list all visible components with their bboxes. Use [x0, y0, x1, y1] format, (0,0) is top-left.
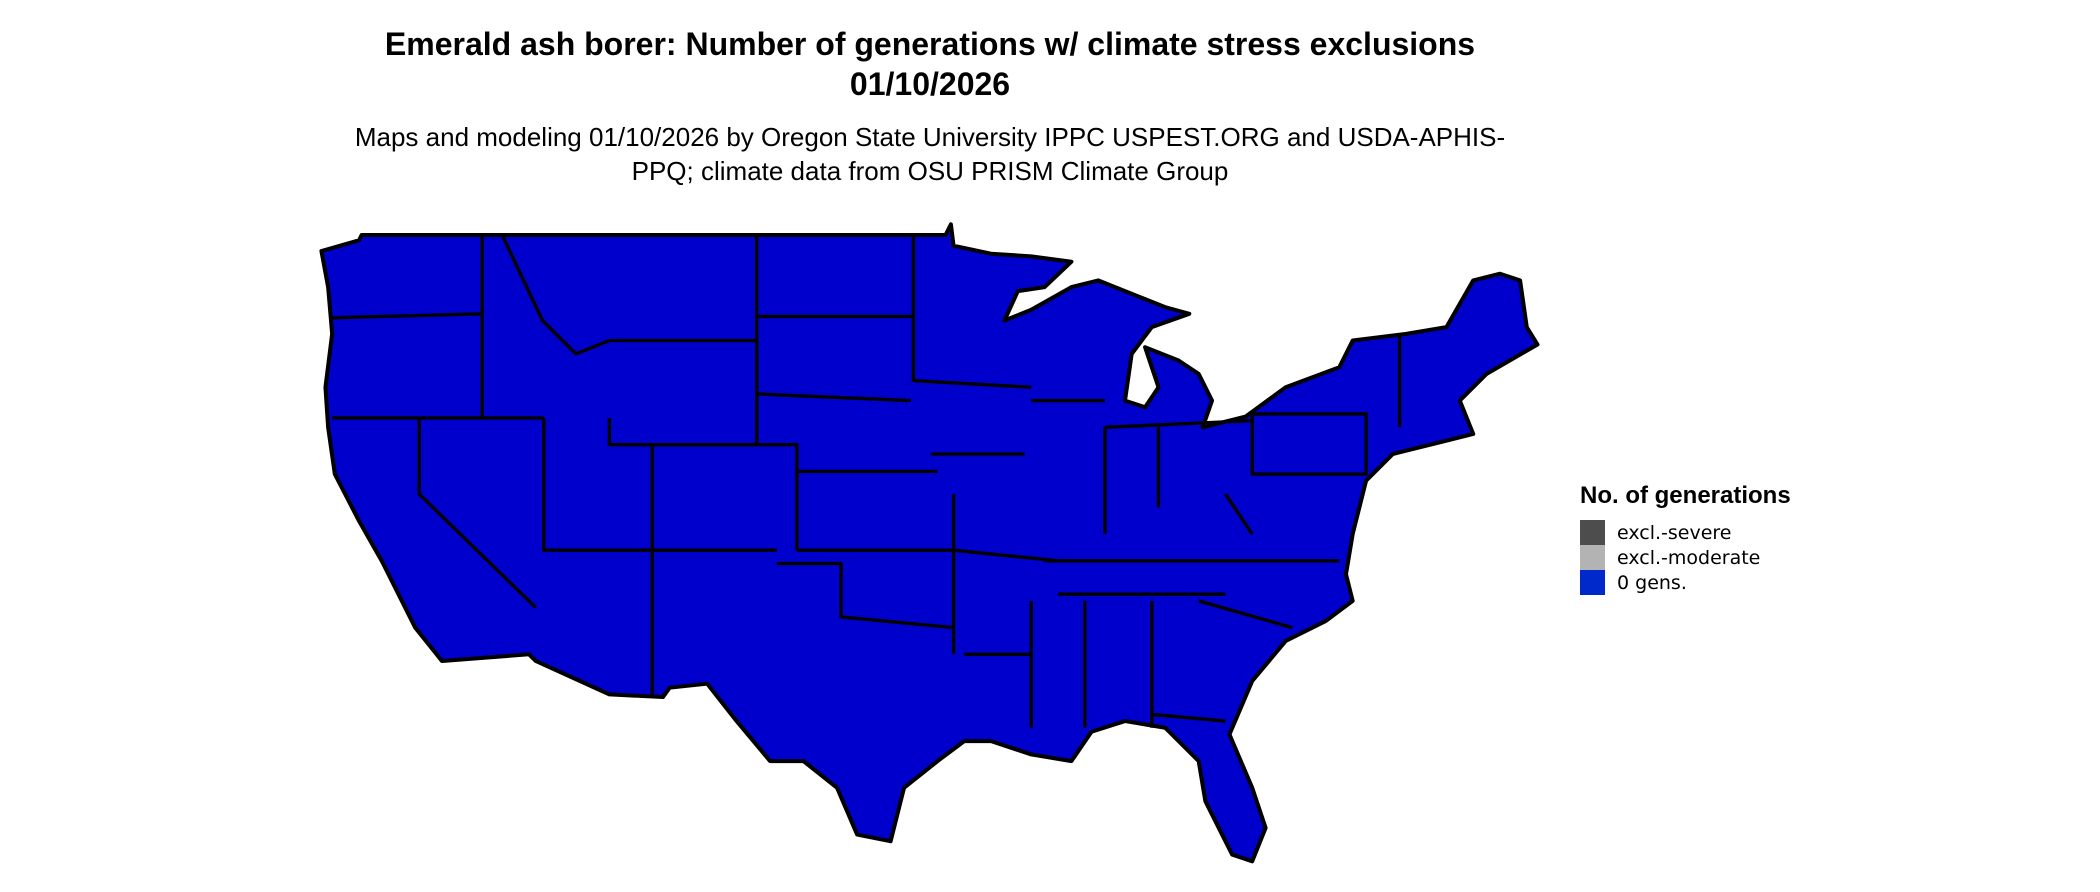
legend-swatch — [1580, 520, 1605, 545]
legend-label: 0 gens. — [1617, 571, 1687, 594]
legend-label: excl.-moderate — [1617, 546, 1761, 569]
legend-label: excl.-severe — [1617, 521, 1732, 544]
us-outline — [319, 222, 1540, 864]
state-borders — [332, 234, 1402, 728]
legend-title: No. of generations — [1580, 482, 1791, 509]
legend-swatch — [1580, 570, 1605, 595]
legend-swatch — [1580, 545, 1605, 570]
legend-item-excl-moderate: excl.-moderate — [1580, 545, 1791, 570]
map-title: Emerald ash borer: Number of generations… — [384, 26, 1476, 102]
legend-item-0-gens: 0 gens. — [1580, 570, 1791, 595]
map-subtitle: Maps and modeling 01/10/2026 by Oregon S… — [354, 122, 1506, 186]
legend: No. of generations excl.-severe excl.-mo… — [1580, 482, 1791, 595]
legend-item-excl-severe: excl.-severe — [1580, 520, 1791, 545]
